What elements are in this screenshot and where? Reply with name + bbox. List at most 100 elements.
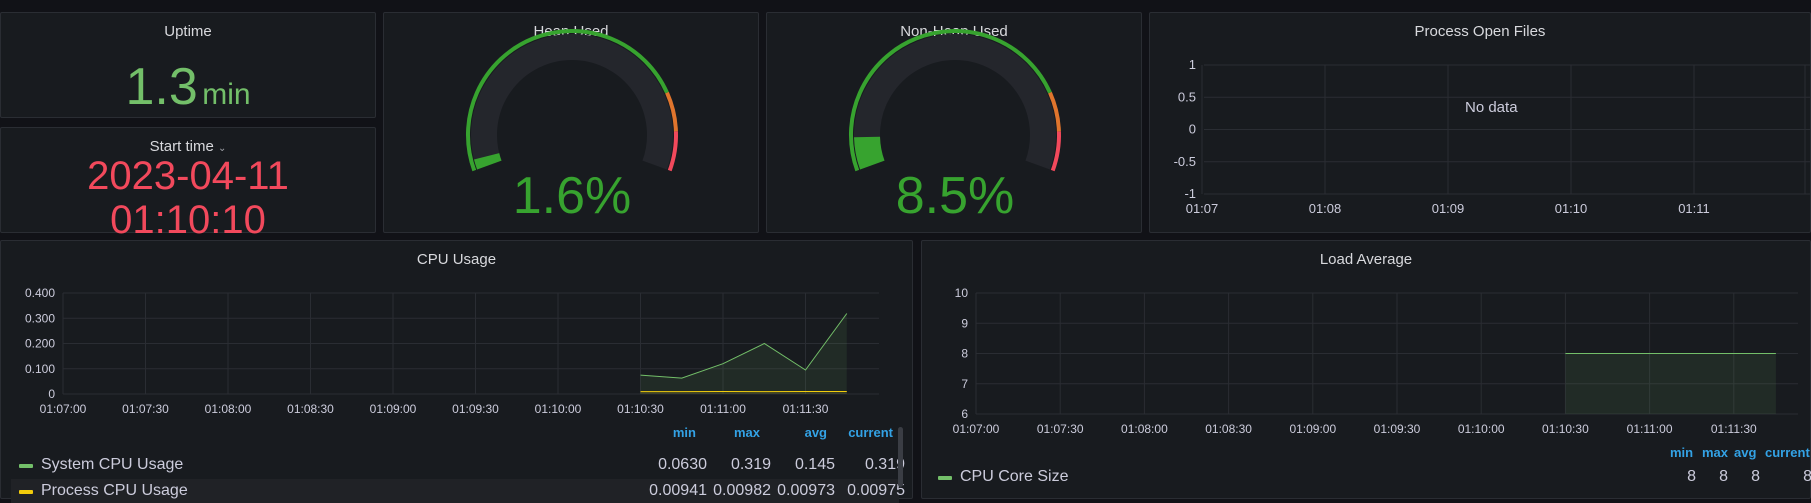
x-tick-label: 01:10:00 — [535, 402, 582, 416]
y-tick-label: 0.5 — [1178, 89, 1196, 104]
legend-avg: 8 — [1740, 465, 1760, 489]
y-tick-label: 0.300 — [25, 311, 55, 325]
x-tick-label: 01:07:30 — [1037, 422, 1084, 436]
legend-header-max[interactable]: max — [734, 425, 760, 440]
x-tick-label: 01:08:00 — [205, 402, 252, 416]
x-tick-label: 01:07 — [1186, 201, 1219, 216]
chevron-down-icon[interactable]: ⌄ — [218, 143, 226, 154]
cpu-chart: 01:07:00 01:07:30 01:08:00 01:08:30 01:09:00… — [1, 241, 914, 441]
load-legend: min max avg current CPU Core Size 8 8 8 … — [922, 441, 1811, 497]
open-files-chart: 01:07 01:08 01:09 01:10 01:11 1 0.5 0 -0.5 -1 — [1150, 13, 1811, 234]
legend-row-cpu-core-size[interactable]: CPU Core Size 8 8 8 8 — [936, 465, 1811, 489]
x-tick-label: 01:11:00 — [700, 402, 746, 416]
legend-row-system-cpu[interactable]: System CPU Usage 0.0630 0.319 0.145 0.31… — [15, 453, 899, 477]
y-tick-label: 6 — [961, 407, 968, 421]
legend-max: 0.319 — [731, 453, 771, 477]
x-tick-label: 01:07:00 — [953, 422, 1000, 436]
x-tick-label: 01:10:30 — [617, 402, 664, 416]
y-tick-label: 10 — [955, 286, 969, 300]
legend-header-min[interactable]: min — [1670, 445, 1693, 460]
heap-value: 1.6% — [513, 167, 632, 225]
gauge-track — [867, 47, 1043, 165]
panel-title[interactable]: Uptime — [1, 23, 375, 40]
start-time-date: 2023-04-11 — [1, 154, 375, 199]
y-tick-label: 0 — [1189, 122, 1196, 137]
cpu-legend: min max avg current System CPU Usage 0.0… — [1, 421, 901, 497]
legend-min: 8 — [1676, 465, 1696, 489]
legend-avg: 0.145 — [795, 453, 835, 477]
legend-header-max[interactable]: max — [1702, 445, 1728, 460]
legend-header-avg[interactable]: avg — [805, 425, 827, 440]
no-data-label: No data — [1465, 99, 1518, 116]
x-tick-label: 01:09:30 — [1374, 422, 1421, 436]
legend-max: 0.00982 — [713, 479, 771, 503]
x-tick-label: 01:09 — [1432, 201, 1465, 216]
x-tick-label: 01:11:00 — [1627, 422, 1673, 436]
gauge-value-arc — [487, 156, 490, 165]
x-tick-label: 01:08:30 — [1205, 422, 1252, 436]
legend-label: CPU Core Size — [960, 465, 1068, 489]
legend-max: 8 — [1708, 465, 1728, 489]
y-tick-label: 7 — [961, 377, 968, 391]
x-tick-label: 01:07:30 — [122, 402, 169, 416]
uptime-value: 1.3 min — [1, 57, 375, 117]
x-tick-label: 01:08:30 — [287, 402, 334, 416]
y-tick-label: 0.400 — [25, 286, 55, 300]
x-tick-label: 01:09:30 — [452, 402, 499, 416]
x-tick-label: 01:08 — [1309, 201, 1342, 216]
uptime-number: 1.3 — [125, 58, 197, 116]
y-tick-label: 8 — [961, 347, 968, 361]
legend-label: System CPU Usage — [41, 453, 183, 477]
x-tick-label: 01:09:00 — [370, 402, 417, 416]
y-tick-label: 0.200 — [25, 337, 55, 351]
start-time-title: Start time — [150, 138, 214, 155]
legend-header-current[interactable]: current — [848, 425, 893, 440]
legend-min: 0.00941 — [649, 479, 707, 503]
heap-gauge: 1.6% — [384, 13, 760, 234]
legend-header-min[interactable]: min — [673, 425, 696, 440]
y-tick-label: -0.5 — [1174, 154, 1196, 169]
series-area-0 — [1565, 354, 1776, 415]
x-tick-label: 01:10 — [1555, 201, 1588, 216]
x-tick-label: 01:11:30 — [1711, 422, 1757, 436]
y-tick-label: 0 — [48, 387, 55, 401]
y-tick-label: -1 — [1184, 186, 1196, 201]
x-tick-label: 01:09:00 — [1289, 422, 1336, 436]
y-tick-label: 0.100 — [25, 362, 55, 376]
x-tick-label: 01:11 — [1678, 201, 1710, 216]
panel-title[interactable]: Start time ⌄ — [1, 138, 375, 155]
x-tick-label: 01:10:30 — [1542, 422, 1589, 436]
legend-swatch — [19, 490, 33, 494]
legend-avg: 0.00973 — [777, 479, 835, 503]
legend-min: 0.0630 — [658, 453, 707, 477]
legend-swatch — [19, 464, 33, 468]
non-heap-used-panel: Non-Heap Used 8.5% — [766, 12, 1142, 233]
legend-scrollbar[interactable] — [898, 427, 903, 487]
y-tick-label: 1 — [1189, 57, 1196, 72]
legend-row-process-cpu[interactable]: Process CPU Usage 0.00941 0.00982 0.0097… — [11, 479, 899, 503]
legend-current: 0.00975 — [847, 479, 905, 503]
legend-label: Process CPU Usage — [41, 479, 188, 503]
legend-header-avg[interactable]: avg — [1734, 445, 1756, 460]
legend-current: 8 — [1792, 465, 1811, 489]
x-tick-label: 01:07:00 — [40, 402, 87, 416]
legend-swatch — [938, 476, 952, 480]
y-tick-label: 9 — [961, 316, 968, 330]
non-heap-value: 8.5% — [896, 167, 1015, 225]
uptime-unit: min — [202, 78, 250, 111]
uptime-panel: Uptime 1.3 min — [0, 12, 376, 118]
legend-header-current[interactable]: current — [1765, 445, 1810, 460]
start-time-panel: Start time ⌄ 2023-04-11 01:10:10 — [0, 127, 376, 233]
x-tick-label: 01:10:00 — [1458, 422, 1505, 436]
load-chart: 01:07:00 01:07:30 01:08:00 01:08:30 01:09:00… — [922, 241, 1811, 441]
x-tick-label: 01:08:00 — [1121, 422, 1168, 436]
gauge-track — [484, 47, 660, 165]
heap-used-panel: Heap Used 1.6% — [383, 12, 759, 233]
non-heap-gauge: 8.5% — [767, 13, 1143, 234]
gauge-value-arc — [867, 137, 872, 165]
x-tick-label: 01:11:30 — [783, 402, 829, 416]
start-time-time: 01:10:10 — [1, 198, 375, 243]
